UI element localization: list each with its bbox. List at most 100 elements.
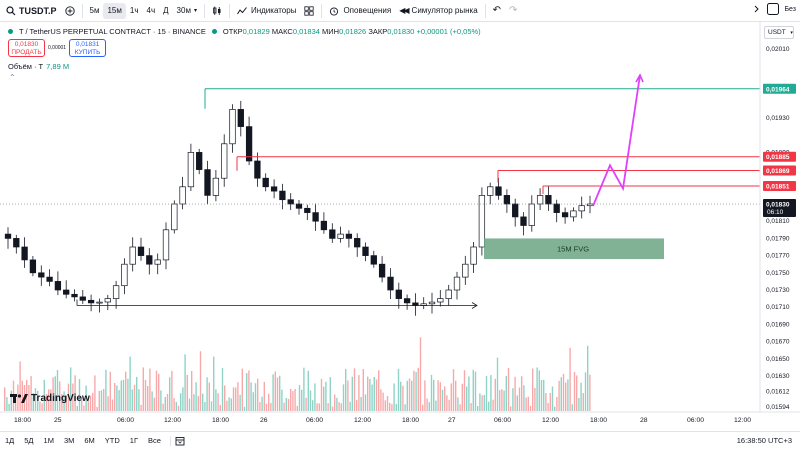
- divider: [169, 435, 171, 446]
- interval-5m[interactable]: 5м: [89, 6, 100, 15]
- volume-bar: [461, 383, 463, 411]
- volume-bar: [221, 367, 224, 411]
- compare-button[interactable]: [61, 0, 79, 22]
- volume-bar: [63, 391, 65, 411]
- volume-bar: [294, 389, 296, 411]
- range-1d[interactable]: 1Д: [5, 436, 15, 445]
- volume-bar: [50, 389, 52, 411]
- volume-bar: [334, 394, 336, 411]
- range-3m[interactable]: 3М: [63, 436, 75, 445]
- volume-bar: [408, 378, 411, 411]
- price-tick-label: 0,01790: [766, 235, 790, 242]
- volume-bar: [61, 394, 63, 411]
- volume-bar: [395, 403, 397, 411]
- volume-value: 7,89 M: [46, 62, 70, 71]
- time-tick-label: 28: [640, 417, 648, 424]
- alerts-button[interactable]: Оповещения: [325, 0, 395, 22]
- date-range-icon[interactable]: [175, 436, 185, 446]
- range-ytd[interactable]: YTD: [104, 436, 120, 445]
- open-value: 0,01829: [242, 27, 270, 36]
- volume-bar: [576, 375, 578, 411]
- indicators-button[interactable]: Индикаторы: [233, 0, 300, 22]
- price-label-red-1-bg: [763, 151, 796, 162]
- volume-bar: [158, 373, 160, 411]
- volume-bar: [215, 389, 217, 411]
- range-1m[interactable]: 1М: [43, 436, 54, 445]
- volume-bar: [184, 354, 186, 411]
- time-tick-label: 26: [260, 417, 268, 424]
- clock[interactable]: 16:38:50 UTC+3: [736, 436, 792, 445]
- volume-bar: [59, 381, 61, 411]
- interval-15m[interactable]: 15м: [103, 2, 126, 19]
- range-6m[interactable]: 6М: [84, 436, 95, 445]
- volume-bar: [254, 383, 257, 411]
- candle-down: [304, 207, 311, 213]
- volume-bar: [457, 397, 459, 411]
- interval-1d[interactable]: Д: [163, 6, 169, 15]
- candle-up: [487, 186, 494, 196]
- indicators-label: Индикаторы: [250, 6, 297, 15]
- interval-4h[interactable]: 4ч: [146, 6, 156, 15]
- volume-bar: [549, 393, 551, 411]
- layout-name[interactable]: Без: [784, 5, 796, 13]
- time-tick-label: 06:00: [494, 417, 511, 424]
- volume-legend[interactable]: Объём · T 7,89 M: [8, 62, 69, 71]
- price-tick-label: 0,01690: [766, 321, 790, 328]
- time-tick-label: 18:00: [402, 417, 419, 424]
- candle-down: [403, 298, 411, 304]
- redo-button[interactable]: ↷: [505, 0, 521, 22]
- volume-bar: [281, 389, 283, 411]
- projection-path[interactable]: [592, 74, 641, 207]
- volume-bar: [210, 401, 213, 411]
- fvg-label: 15M FVG: [557, 245, 589, 254]
- symbol-search[interactable]: TUSDT.P: [0, 0, 61, 22]
- fullscreen-icon[interactable]: [766, 2, 780, 16]
- collapse-legend-icon[interactable]: ⌃: [9, 73, 16, 82]
- candle-down: [362, 246, 369, 256]
- chevron-icon[interactable]: [752, 4, 762, 14]
- interval-1h[interactable]: 1ч: [129, 6, 139, 15]
- volume-bar: [116, 385, 118, 411]
- buy-button[interactable]: 0,01831 КУПИТЬ: [69, 39, 107, 57]
- replay-button[interactable]: ◀◀ Симулятор рынка: [395, 0, 481, 22]
- candle-down: [87, 299, 95, 304]
- volume-bar: [193, 394, 195, 411]
- volume-bar: [437, 380, 439, 411]
- volume-bar: [217, 393, 219, 411]
- templates-button[interactable]: [300, 0, 318, 22]
- low-value: 0,01826: [339, 27, 367, 36]
- sell-button[interactable]: 0,01830 ПРОДАТЬ: [8, 39, 45, 57]
- volume-bar: [140, 404, 142, 411]
- fvg-zone[interactable]: [484, 238, 664, 260]
- volume-bar: [569, 347, 571, 411]
- volume-bar: [474, 371, 477, 411]
- volume-bar: [367, 376, 369, 411]
- chart-type-button[interactable]: [208, 0, 226, 22]
- volume-bar: [547, 403, 549, 411]
- currency-select[interactable]: USDT ▾: [764, 26, 794, 39]
- interval-30m[interactable]: 30м ▾: [173, 0, 201, 22]
- ohlc-values: ОТКР0,01829 МАКС0,01834 МИН0,01826 ЗАКР0…: [223, 27, 481, 36]
- range-5d[interactable]: 5Д: [24, 436, 34, 445]
- candle-down: [245, 126, 253, 162]
- candle-down: [345, 233, 353, 239]
- price-chart[interactable]: 15M FVG0,020100,019300,018900,018100,017…: [0, 22, 800, 427]
- volume-bar: [96, 407, 98, 411]
- replay-label: Симулятор рынка: [411, 6, 478, 15]
- price-tick-label: 0,01810: [766, 218, 790, 225]
- volume-bar: [252, 392, 254, 411]
- candle-up: [536, 195, 544, 205]
- undo-button[interactable]: ↶: [489, 0, 505, 22]
- range-all[interactable]: Все: [148, 436, 161, 445]
- buy-price: 0,01831: [75, 41, 100, 48]
- volume-bar: [501, 389, 503, 411]
- volume-bar: [448, 399, 450, 411]
- range-1y[interactable]: 1Г: [129, 436, 139, 445]
- volume-bar: [206, 377, 208, 411]
- volume-bar: [483, 395, 485, 411]
- time-tick-label: 18:00: [590, 417, 607, 424]
- volume-bar: [259, 402, 261, 411]
- candle-up: [187, 152, 195, 188]
- volume-bar: [118, 390, 120, 411]
- symbol-title[interactable]: T / TetherUS PERPETUAL CONTRACT · 15 · B…: [19, 27, 206, 36]
